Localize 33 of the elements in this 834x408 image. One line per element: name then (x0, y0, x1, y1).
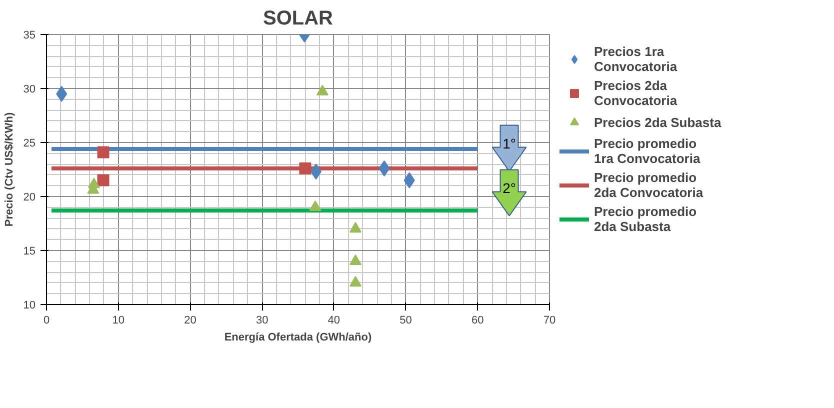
y-tick-label: 20 (23, 192, 36, 204)
chart-title: SOLAR (263, 8, 334, 30)
legend-label: Precio promedio 1ra Convocatoria (594, 136, 700, 166)
x-tick-label: 0 (43, 314, 50, 326)
annotation: 2° (502, 180, 516, 196)
legend-label: Precios 2da Convocatoria (594, 78, 678, 108)
x-tick-label: 20 (184, 314, 196, 326)
legend-label: Precios 1ra Convocatoria (594, 44, 678, 74)
y-tick-label: 25 (23, 138, 36, 150)
x-tick-label: 60 (472, 314, 484, 326)
legend-label: Precio promedio 2da Subasta (594, 204, 697, 234)
legend-label: Precios 2da Subasta (594, 114, 722, 130)
point (299, 162, 312, 174)
x-tick-label: 30 (256, 314, 268, 326)
point (349, 276, 362, 287)
point (97, 174, 110, 186)
y-tick-label: 10 (23, 300, 36, 312)
y-tick-label: 15 (23, 246, 36, 258)
point (97, 146, 110, 158)
x-tick-label: 50 (400, 314, 412, 326)
point (309, 200, 322, 211)
x-tick-label: 70 (543, 314, 556, 326)
x-axis-title: Energía Ofertada (GWh/año) (224, 332, 372, 344)
point (349, 254, 362, 265)
y-axis-title: Precio (Ctv US$/KWh) (3, 112, 16, 227)
x-tick-label: 10 (112, 314, 124, 326)
annotation: 1° (502, 135, 516, 152)
x-tick-label: 40 (328, 314, 340, 326)
point (349, 222, 362, 233)
point (88, 178, 100, 188)
legend-label: Precio promedio 2da Convocatoria (594, 170, 704, 200)
y-tick-label: 30 (23, 84, 36, 96)
y-tick-label: 35 (23, 30, 36, 42)
